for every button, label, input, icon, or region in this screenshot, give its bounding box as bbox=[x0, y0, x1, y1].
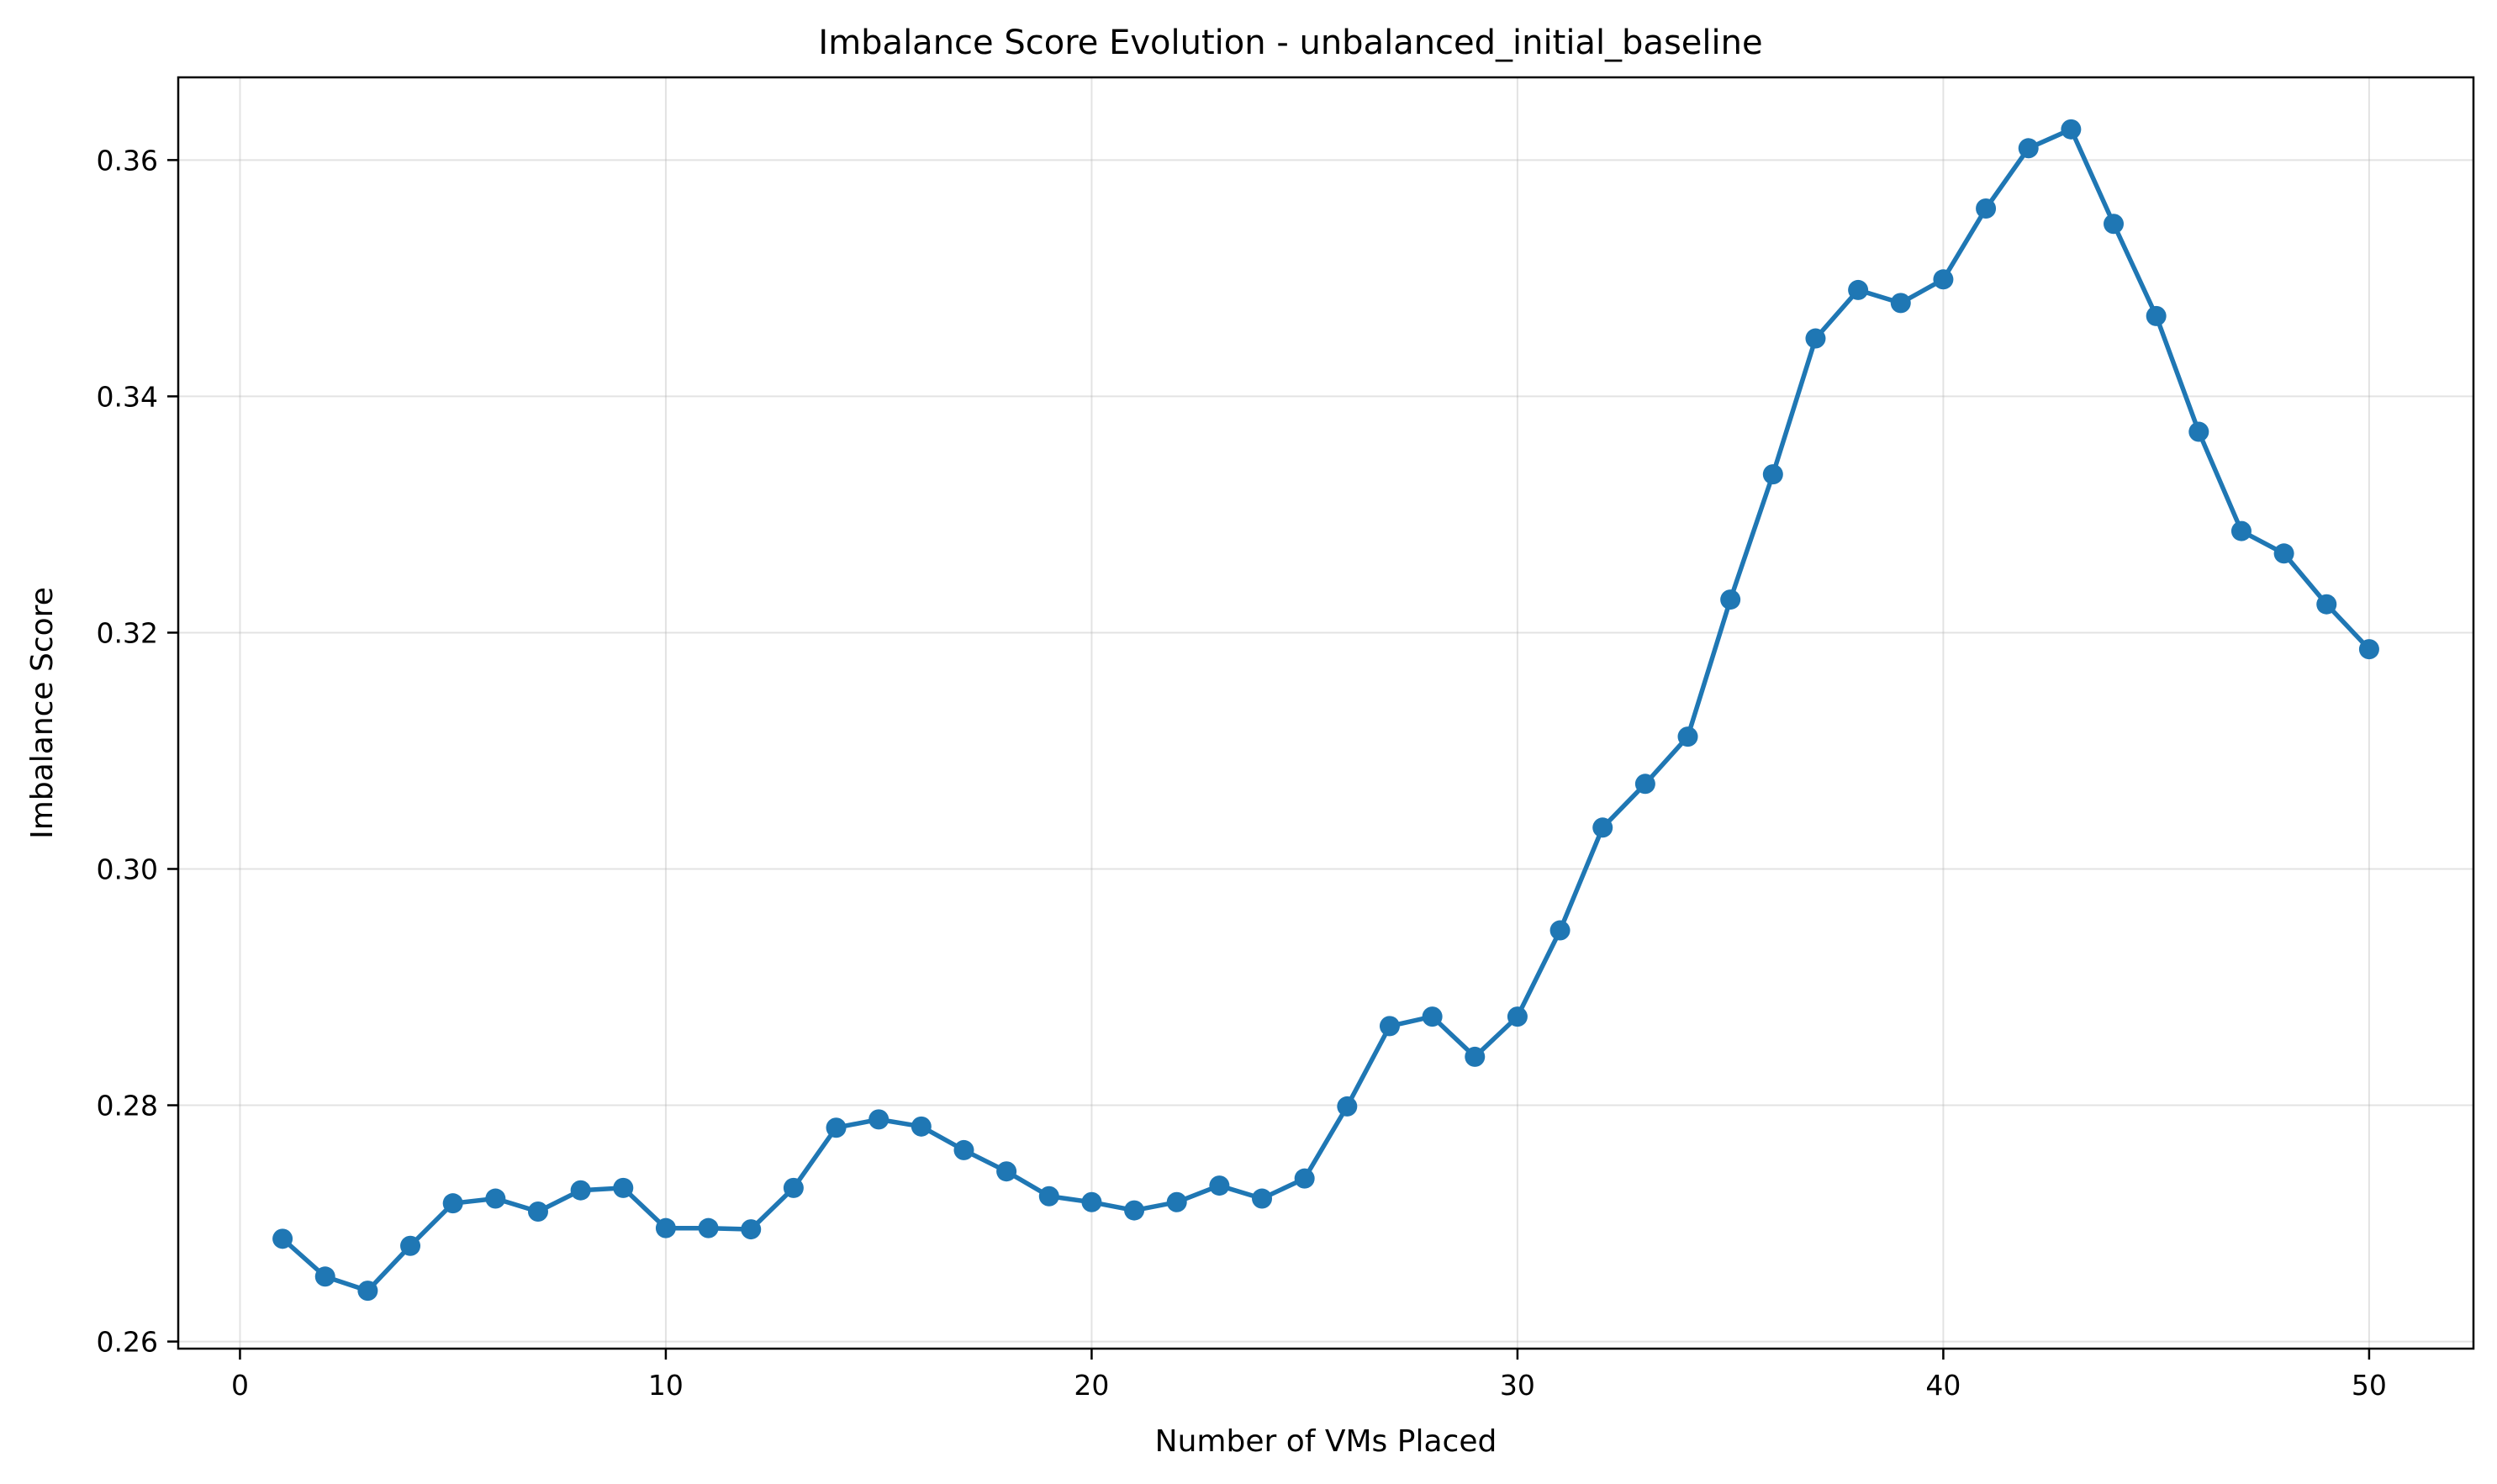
data-point bbox=[1976, 198, 1997, 219]
y-tick-label: 0.34 bbox=[97, 380, 158, 413]
data-point bbox=[1465, 1046, 1486, 1067]
y-tick-label: 0.30 bbox=[97, 853, 158, 885]
data-point bbox=[783, 1177, 804, 1198]
data-point bbox=[1422, 1006, 1443, 1027]
data-point bbox=[1038, 1186, 1059, 1207]
y-axis-label: Imbalance Score bbox=[25, 587, 60, 839]
data-point bbox=[613, 1177, 634, 1198]
data-point bbox=[868, 1109, 890, 1130]
data-point bbox=[2273, 543, 2294, 564]
data-point bbox=[1890, 293, 1911, 314]
data-point bbox=[272, 1228, 293, 1249]
x-axis-label: Number of VMs Placed bbox=[1155, 1424, 1497, 1459]
data-point bbox=[1252, 1188, 1273, 1209]
data-point bbox=[953, 1139, 974, 1160]
y-tick-label: 0.36 bbox=[97, 144, 158, 177]
series-imbalance-score bbox=[272, 119, 2379, 1302]
data-point bbox=[698, 1217, 719, 1238]
x-axis-ticks: 0 10 20 30 40 50 bbox=[231, 1349, 2387, 1402]
y-axis-ticks: 0.26 0.28 0.30 0.32 0.34 0.36 bbox=[97, 144, 178, 1359]
data-point bbox=[1166, 1191, 1187, 1212]
data-point bbox=[911, 1116, 932, 1137]
data-point bbox=[2146, 305, 2167, 326]
data-point bbox=[1209, 1175, 1230, 1196]
data-point bbox=[442, 1193, 463, 1214]
data-point bbox=[2358, 639, 2379, 660]
data-point bbox=[1933, 269, 1954, 290]
x-tick-label: 40 bbox=[1925, 1369, 1961, 1402]
data-point bbox=[2316, 594, 2337, 615]
data-point bbox=[1124, 1200, 1145, 1221]
data-point bbox=[741, 1219, 762, 1240]
y-tick-label: 0.26 bbox=[97, 1326, 158, 1359]
data-point bbox=[1720, 589, 1741, 610]
series-line bbox=[280, 127, 2372, 1293]
data-point bbox=[1762, 464, 1783, 485]
data-point bbox=[485, 1188, 506, 1209]
data-point bbox=[1507, 1006, 1528, 1027]
data-point bbox=[655, 1217, 676, 1238]
chart-title: Imbalance Score Evolution - unbalanced_i… bbox=[818, 24, 1762, 62]
x-tick-label: 0 bbox=[231, 1369, 249, 1402]
data-point bbox=[996, 1161, 1017, 1182]
data-point bbox=[1549, 920, 1571, 941]
y-tick-label: 0.32 bbox=[97, 616, 158, 649]
x-tick-label: 50 bbox=[2352, 1369, 2387, 1402]
y-tick-label: 0.28 bbox=[97, 1090, 158, 1122]
data-point bbox=[826, 1117, 847, 1138]
data-point bbox=[527, 1201, 548, 1222]
data-point bbox=[1805, 328, 1826, 349]
data-point bbox=[1634, 774, 1655, 795]
data-point bbox=[2061, 119, 2082, 140]
data-point bbox=[1677, 726, 1698, 747]
plot-frame bbox=[177, 76, 2475, 1350]
data-point bbox=[357, 1281, 378, 1302]
data-point bbox=[1294, 1168, 1315, 1189]
x-tick-label: 10 bbox=[648, 1369, 684, 1402]
data-point bbox=[2188, 421, 2209, 442]
data-point bbox=[570, 1180, 591, 1201]
x-tick-label: 20 bbox=[1074, 1369, 1109, 1402]
data-point bbox=[1379, 1016, 1400, 1037]
data-point bbox=[2230, 520, 2252, 541]
data-point bbox=[400, 1235, 421, 1256]
data-point bbox=[1337, 1096, 1358, 1117]
data-point bbox=[1081, 1191, 1102, 1212]
grid-lines bbox=[178, 77, 2473, 1349]
x-tick-label: 30 bbox=[1500, 1369, 1535, 1402]
data-point bbox=[314, 1266, 335, 1287]
data-point bbox=[2018, 138, 2039, 159]
data-point bbox=[1592, 817, 1613, 838]
data-point bbox=[1848, 279, 1869, 300]
data-point bbox=[2104, 214, 2125, 235]
